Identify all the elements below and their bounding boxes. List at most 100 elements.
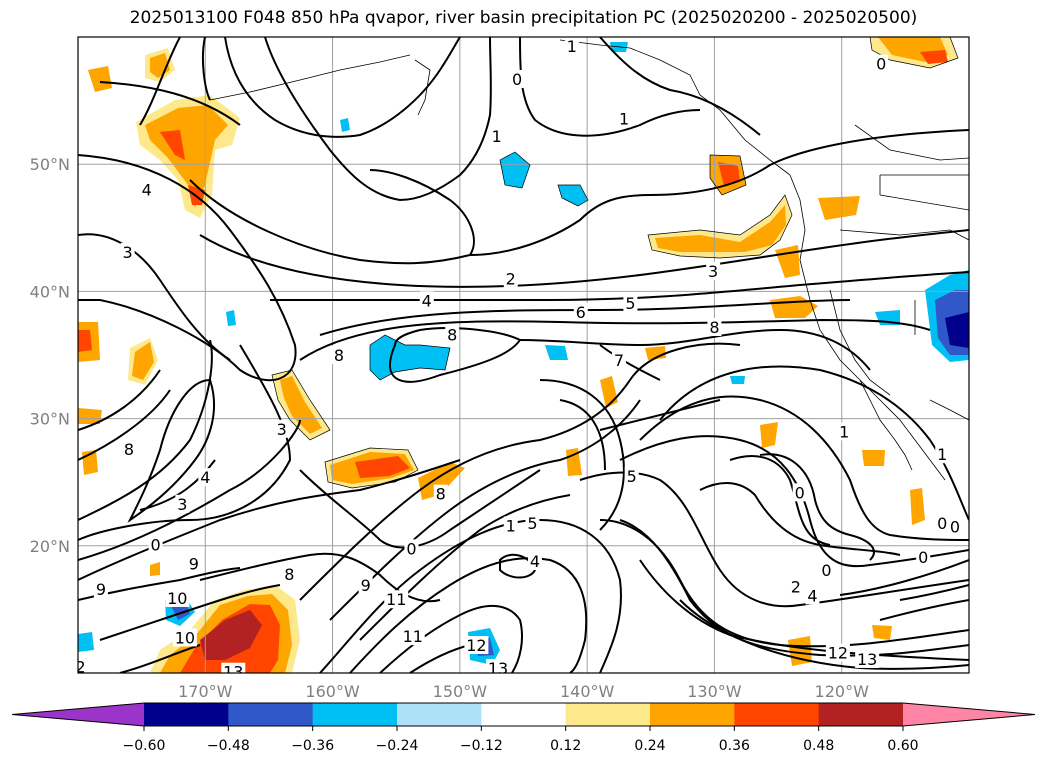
contour-label-halo <box>148 535 163 554</box>
contour-label-halo <box>384 590 409 609</box>
contour-label: 0 <box>918 548 928 567</box>
positive-anomaly-patch <box>910 488 925 525</box>
colorbar-bin <box>228 703 314 726</box>
positive-anomaly-patch <box>655 205 786 252</box>
contour-label: 5 <box>627 467 637 486</box>
contour-label-halo <box>825 643 850 662</box>
contour-label-halo <box>617 109 632 128</box>
positive-anomaly-patch <box>88 66 112 92</box>
positive-anomaly-patch <box>718 162 740 186</box>
contour-label-halo <box>792 483 807 502</box>
positive-anomaly-patch <box>418 462 465 500</box>
contour-label-halo <box>139 180 154 199</box>
contour-label: 5 <box>527 514 537 533</box>
positive-anomaly-patch <box>280 376 322 434</box>
lon-tick-label: 170°W <box>178 682 233 701</box>
colorbar-tick-label: −0.48 <box>207 738 250 754</box>
contour-label-halo <box>221 662 246 673</box>
contour-label-halo <box>837 422 852 441</box>
contour-label-halo <box>503 269 518 288</box>
contour-label-halo <box>707 318 722 337</box>
contour-label-halo <box>186 554 201 573</box>
contour-label: 13 <box>857 650 877 669</box>
contour-label-halo <box>175 494 190 513</box>
contour-label: 1 <box>567 37 577 56</box>
contour-label-halo <box>358 576 373 595</box>
colorbar-tick-label: −0.24 <box>376 738 419 754</box>
contour-label: 4 <box>200 468 210 487</box>
negative-anomaly-patch <box>730 376 745 384</box>
contour-label-halo <box>819 560 834 579</box>
contour-label-halo <box>120 242 135 261</box>
contour-label: 13 <box>488 659 508 678</box>
contour-label-halo <box>165 588 190 607</box>
contour-label-halo <box>623 293 638 312</box>
colorbar-extend-high <box>903 703 1035 726</box>
filled-anomaly-layer <box>78 37 969 673</box>
contour-label-halo <box>282 564 297 583</box>
lat-tick-label: 20°N <box>30 537 70 556</box>
positive-anomaly-patch <box>645 346 666 360</box>
contour-label-halo <box>611 351 626 370</box>
positive-anomaly-patch <box>150 562 160 576</box>
positive-anomaly-patch <box>78 330 92 352</box>
contour-label-halo <box>525 513 540 532</box>
colorbar-bin <box>734 703 820 726</box>
colorbar-tick-label: −0.12 <box>460 738 503 754</box>
colorbar-tick-label: 0.12 <box>550 738 581 754</box>
positive-anomaly-patch <box>355 456 410 478</box>
colorbar-tick-label: −0.36 <box>291 738 334 754</box>
contour-label-halo <box>503 516 518 535</box>
contour-label: 4 <box>422 291 432 310</box>
contour-label: 8 <box>709 318 719 337</box>
contour-label: 0 <box>406 539 416 558</box>
contour-label-halo <box>419 291 434 310</box>
contour-label-halo <box>855 650 880 669</box>
contour-label-halo <box>486 658 511 673</box>
contour-label-halo <box>445 325 460 344</box>
colorbar: −0.60 −0.48 −0.36 −0.24 −0.12 0.12 0.24 0.36 0.4… <box>11 702 1036 754</box>
contour-label: 0 <box>151 536 161 555</box>
negative-anomaly-patch <box>545 345 568 360</box>
contour-label-halo <box>510 69 525 88</box>
contour-label-halo <box>93 580 108 599</box>
contour-label: 0 <box>937 514 947 533</box>
contour-label: 1 <box>619 109 629 128</box>
longitude-labels: 170°W 160°W 150°W 140°W 130°W 120°W <box>178 682 869 701</box>
contour-label: 9 <box>96 580 106 599</box>
contour-label-halo <box>935 513 950 532</box>
contour-label: 12 <box>466 636 486 655</box>
lon-tick-label: 130°W <box>687 682 742 701</box>
contour-label-halo <box>331 346 346 364</box>
contour-label-halo <box>78 657 88 673</box>
contour-label-halo <box>573 302 588 321</box>
lon-tick-label: 120°W <box>815 682 870 701</box>
contour-label-halo <box>624 466 639 485</box>
positive-anomaly-patch <box>200 610 262 660</box>
contour-label: 2 <box>506 270 516 289</box>
contour-label: 8 <box>334 346 344 365</box>
contour-label-halo <box>198 468 213 487</box>
contour-label: 1 <box>492 127 502 146</box>
colorbar-bin <box>650 703 735 726</box>
colorbar-tick-label: 0.36 <box>719 738 750 754</box>
contour-label: 9 <box>189 555 199 574</box>
contour-label-halo <box>935 445 950 464</box>
contour-label: 13 <box>223 663 243 682</box>
contour-label: 1 <box>839 422 849 441</box>
contour-label: 2 <box>75 658 85 677</box>
lat-tick-label: 30°N <box>30 410 70 429</box>
contour-label: 7 <box>614 351 624 370</box>
contour-label: 3 <box>123 243 133 262</box>
contour-label: 8 <box>124 440 134 459</box>
contour-label: 1 <box>937 445 947 464</box>
contour-label: 0 <box>512 70 522 89</box>
contour-label: 6 <box>576 303 586 322</box>
contour-label: 4 <box>142 181 152 200</box>
colorbar-tick-label: 0.48 <box>803 738 834 754</box>
negative-anomaly-patch <box>945 312 969 348</box>
lat-tick-label: 50°N <box>30 155 70 174</box>
contour-label: 0 <box>876 55 886 74</box>
contour-label: 9 <box>361 576 371 595</box>
